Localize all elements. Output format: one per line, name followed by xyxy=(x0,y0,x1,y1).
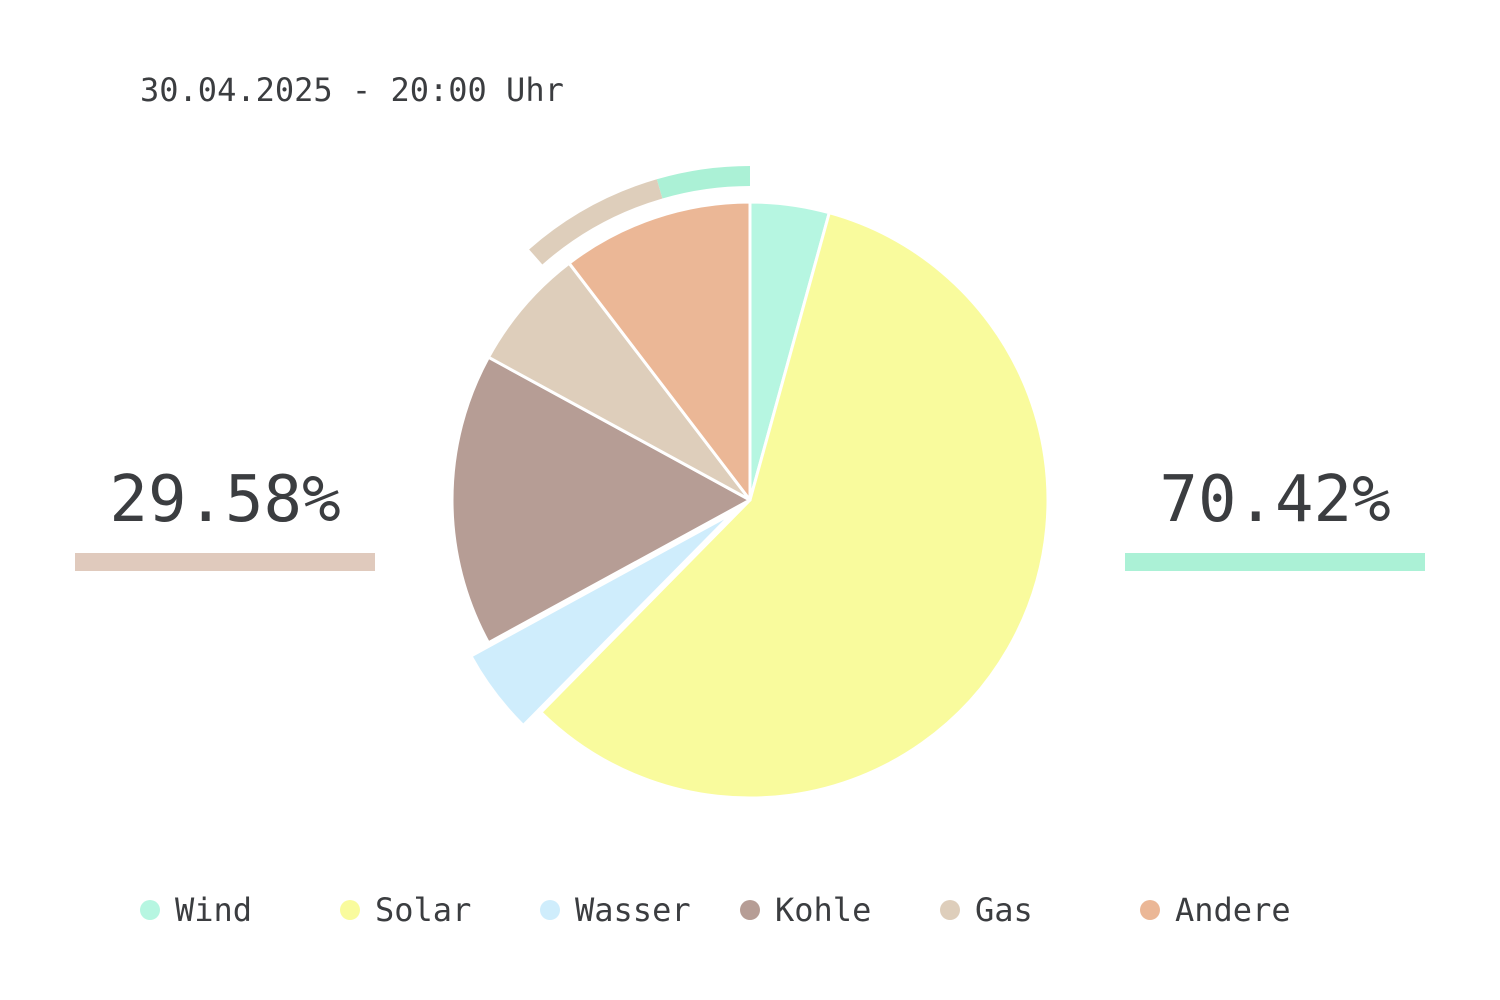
pie-slice-solar xyxy=(539,211,1050,800)
right-share-stat: 70.42% xyxy=(1125,460,1425,571)
right-share-value: 70.42% xyxy=(1159,463,1391,537)
legend-item-solar[interactable]: Solar xyxy=(340,888,471,932)
chart-legend: Wind Solar Wasser Kohle Gas Andere xyxy=(140,888,1440,932)
legend-item-gas[interactable]: Gas xyxy=(940,888,1033,932)
left-share-bar xyxy=(75,553,375,571)
legend-label-andere: Andere xyxy=(1175,891,1291,929)
legend-item-wind[interactable]: Wind xyxy=(140,888,252,932)
right-share-bar xyxy=(1125,553,1425,571)
left-share-value: 29.58% xyxy=(109,463,341,537)
legend-swatch-gas xyxy=(940,900,960,920)
legend-swatch-solar xyxy=(340,900,360,920)
outer-arc-2 xyxy=(529,179,663,265)
legend-label-wasser: Wasser xyxy=(575,891,691,929)
outer-arc-1 xyxy=(656,166,751,199)
legend-swatch-kohle xyxy=(740,900,760,920)
pie-slice-gas xyxy=(486,261,752,502)
legend-swatch-andere xyxy=(1140,900,1160,920)
chart-timestamp: 30.04.2025 - 20:00 Uhr xyxy=(140,71,564,109)
legend-label-wind: Wind xyxy=(175,891,253,929)
legend-swatch-wasser xyxy=(540,900,560,920)
legend-item-andere[interactable]: Andere xyxy=(1140,888,1291,932)
legend-label-gas: Gas xyxy=(975,891,1033,929)
left-share-stat: 29.58% xyxy=(75,460,375,571)
legend-item-kohle[interactable]: Kohle xyxy=(740,888,871,932)
pie-slice-andere xyxy=(567,200,752,502)
legend-swatch-wind xyxy=(140,900,160,920)
legend-label-kohle: Kohle xyxy=(775,891,872,929)
legend-item-wasser[interactable]: Wasser xyxy=(540,888,691,932)
pie-slice-wasser xyxy=(469,511,734,728)
pie-slice-kohle xyxy=(450,355,752,645)
legend-label-solar: Solar xyxy=(375,891,472,929)
